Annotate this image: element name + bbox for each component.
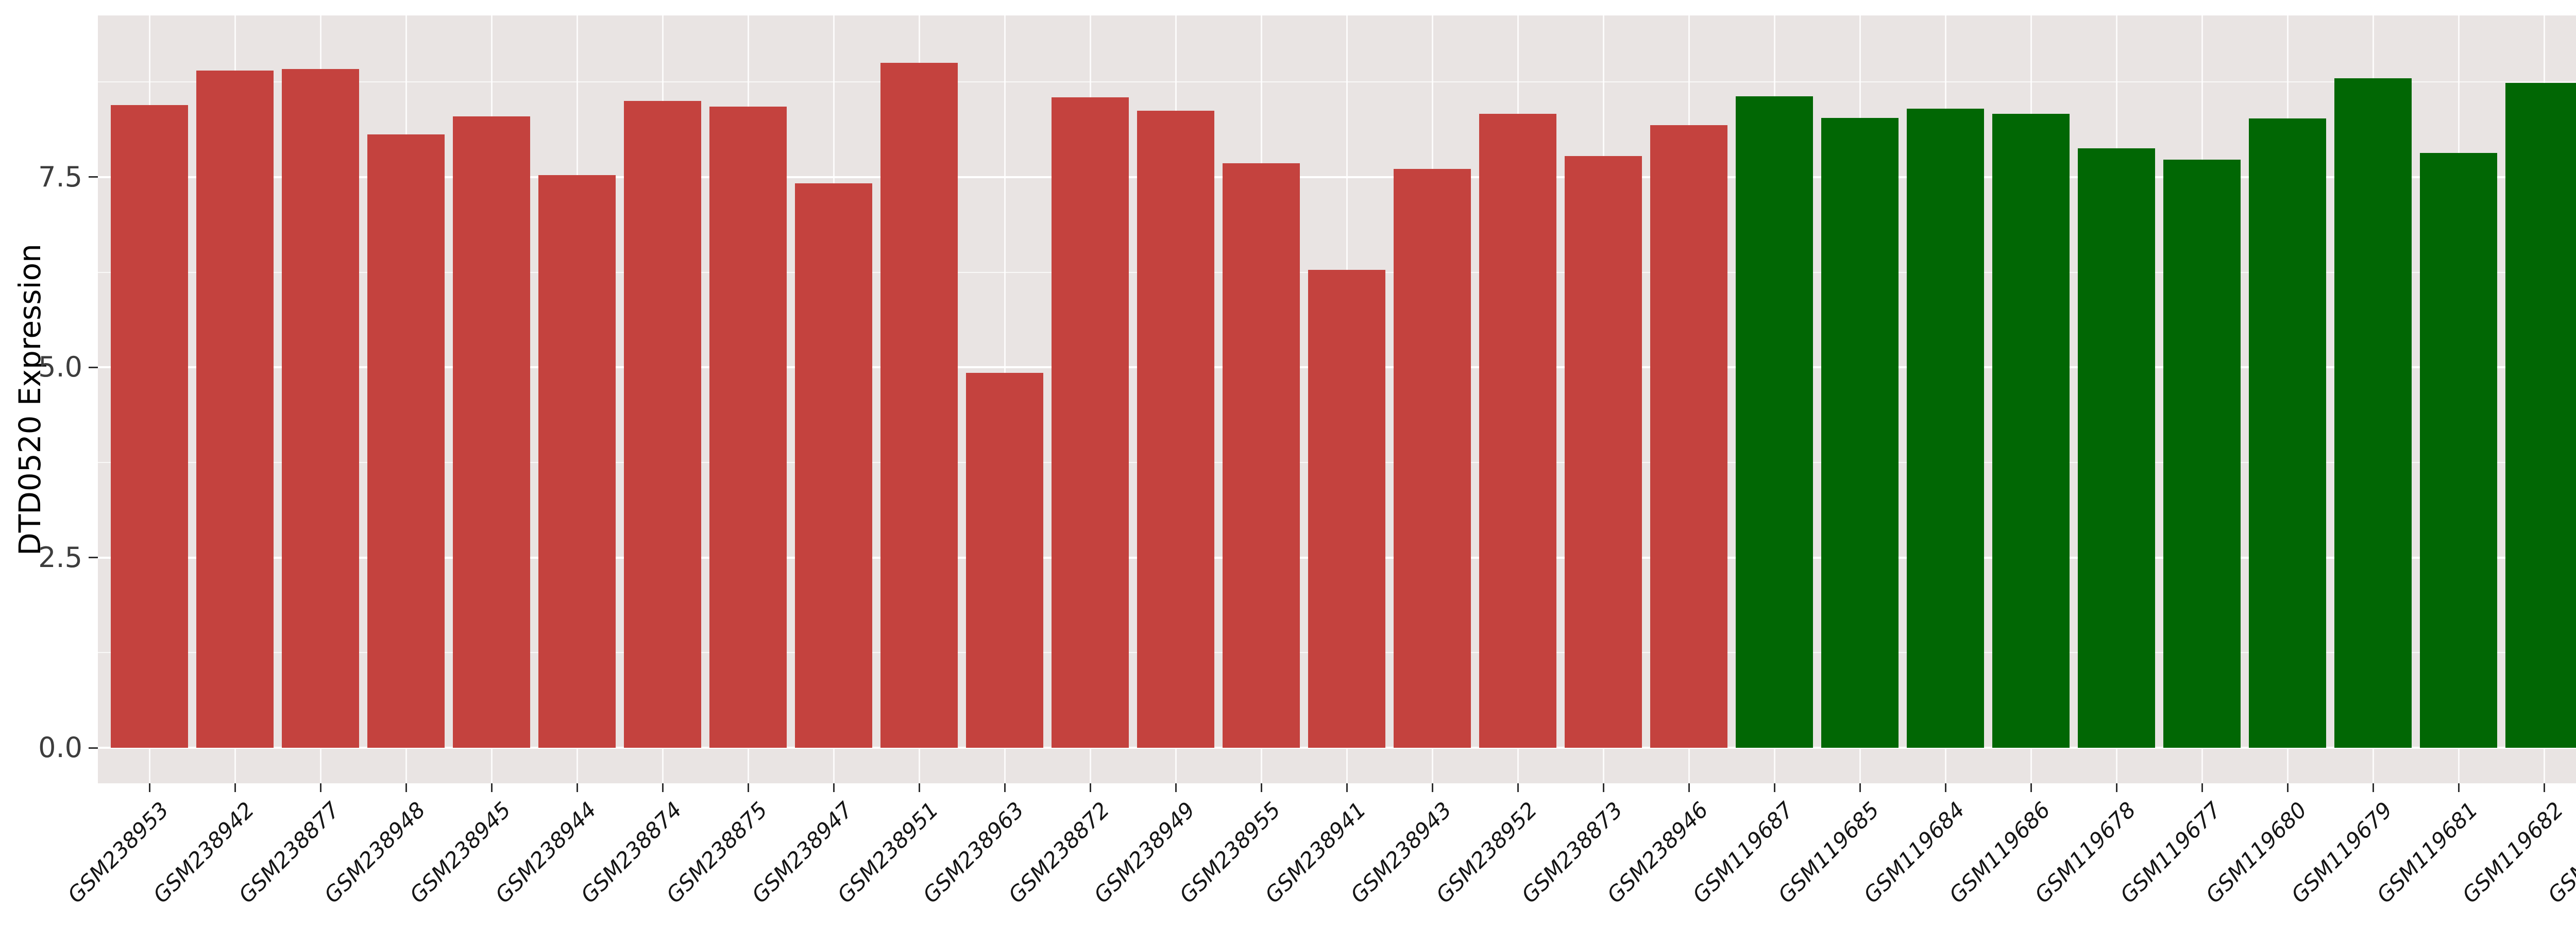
- bar-GSM238953: [111, 105, 188, 748]
- bar-GSM238955: [1223, 163, 1300, 748]
- bar-GSM238873: [1565, 156, 1642, 748]
- x-tick-mark: [1260, 783, 1262, 792]
- x-tick-mark: [2286, 783, 2289, 792]
- x-tick-mark: [490, 783, 493, 792]
- x-tick-mark: [234, 783, 236, 792]
- y-tick-mark: [89, 747, 98, 749]
- x-tick-mark: [2458, 783, 2460, 792]
- bar-GSM119681: [2420, 152, 2497, 748]
- x-tick-mark: [1602, 783, 1604, 792]
- x-tick-mark: [662, 783, 664, 792]
- bar-GSM119680: [2249, 118, 2326, 748]
- bar-GSM238874: [624, 101, 701, 748]
- x-tick-mark: [1004, 783, 1006, 792]
- bar-GSM238951: [880, 63, 958, 748]
- bar-GSM238947: [795, 183, 872, 748]
- x-tick-mark: [1773, 783, 1775, 792]
- y-major-gridline: [98, 747, 2576, 749]
- bar-GSM238945: [453, 116, 530, 748]
- bar-GSM238963: [966, 372, 1043, 748]
- x-tick-mark: [1517, 783, 1519, 792]
- bar-GSM238943: [1394, 168, 1471, 748]
- x-tick-mark: [405, 783, 407, 792]
- bar-GSM238946: [1650, 125, 1727, 748]
- y-tick-label: 5.0: [38, 351, 82, 384]
- y-tick-label: 2.5: [38, 541, 82, 574]
- bar-GSM238949: [1137, 111, 1214, 748]
- bar-GSM119679: [2334, 78, 2412, 748]
- bar-GSM119687: [1736, 96, 1813, 748]
- y-tick-mark: [89, 557, 98, 559]
- x-tick-mark: [1175, 783, 1177, 792]
- y-tick-label: 0.0: [38, 731, 82, 764]
- bar-GSM238875: [709, 106, 787, 748]
- x-tick-mark: [833, 783, 835, 792]
- bar-GSM238877: [282, 69, 359, 748]
- x-tick-mark: [747, 783, 749, 792]
- x-tick-mark: [1944, 783, 1946, 792]
- y-tick-mark: [89, 176, 98, 178]
- y-axis-title-box: DTD0520 Expression: [12, 15, 48, 783]
- x-tick-mark: [1346, 783, 1348, 792]
- bar-GSM238944: [538, 175, 616, 748]
- x-tick-mark: [576, 783, 578, 792]
- x-tick-mark: [1089, 783, 1091, 792]
- y-tick-mark: [89, 366, 98, 368]
- y-minor-gridline: [98, 81, 2576, 83]
- x-tick-mark: [2115, 783, 2117, 792]
- x-tick-mark: [2201, 783, 2203, 792]
- x-tick-mark: [148, 783, 150, 792]
- bar-GSM238942: [196, 71, 274, 748]
- bar-GSM119678: [2078, 148, 2155, 748]
- bar-GSM119685: [1821, 117, 1899, 748]
- x-tick-mark: [2372, 783, 2374, 792]
- x-tick-mark: [319, 783, 321, 792]
- x-tick-mark: [1859, 783, 1861, 792]
- y-major-gridline: [98, 176, 2576, 178]
- x-tick-mark: [1431, 783, 1433, 792]
- y-axis-title: DTD0520 Expression: [12, 243, 48, 556]
- bar-GSM238952: [1479, 114, 1556, 748]
- bar-GSM119677: [2163, 159, 2241, 748]
- bar-GSM119682: [2505, 82, 2576, 748]
- bar-GSM238872: [1052, 97, 1129, 748]
- x-tick-mark: [1688, 783, 1690, 792]
- bar-GSM119686: [1992, 114, 2070, 748]
- bar-GSM119684: [1907, 108, 1984, 748]
- x-tick-mark: [2543, 783, 2545, 792]
- x-tick-mark: [918, 783, 920, 792]
- bar-GSM238941: [1308, 270, 1385, 748]
- plot-panel: [98, 15, 2576, 783]
- bar-GSM238948: [367, 134, 445, 748]
- y-tick-label: 7.5: [38, 160, 82, 193]
- x-tick-mark: [2030, 783, 2032, 792]
